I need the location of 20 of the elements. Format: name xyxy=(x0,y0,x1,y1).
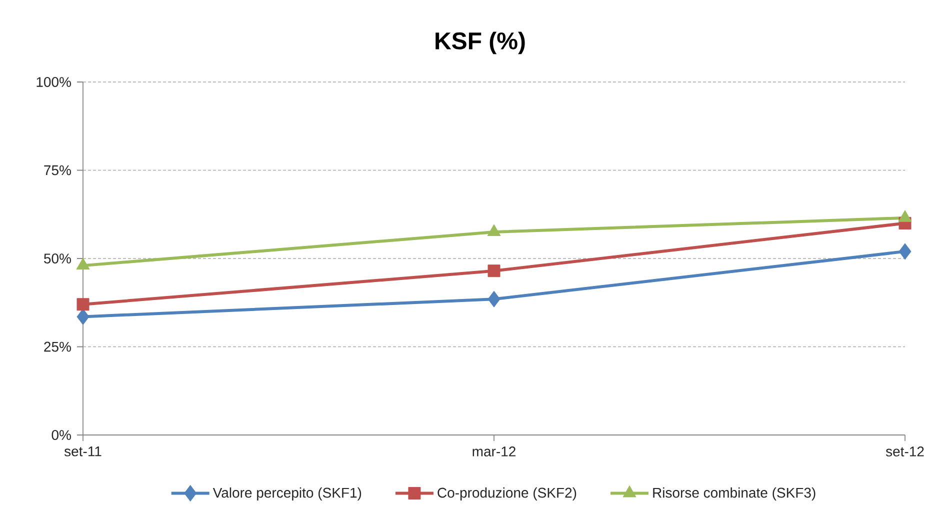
legend-label: Valore percepito (SKF1) xyxy=(212,487,362,500)
y-tick-label: 50% xyxy=(44,254,71,264)
y-tick-label: 0% xyxy=(52,430,71,440)
point xyxy=(76,308,90,325)
y-tick-label: 25% xyxy=(44,342,71,352)
point xyxy=(76,258,90,270)
legend-label: Risorse combinate (SKF3) xyxy=(653,487,816,500)
point xyxy=(488,290,500,308)
x-tick-label: set-12 xyxy=(886,446,924,456)
legend-label: Co-produzione (SKF2) xyxy=(438,487,576,500)
chart-title: KSF (%) xyxy=(436,32,525,54)
y-tick-label: 75% xyxy=(44,165,71,176)
point xyxy=(898,210,912,222)
x-tick-label: set-11 xyxy=(64,446,102,456)
point xyxy=(488,264,500,278)
y-tick-label: 100% xyxy=(36,77,71,87)
point xyxy=(76,298,90,311)
point xyxy=(487,224,501,236)
point xyxy=(898,243,912,260)
x-tick-label: mar-12 xyxy=(472,446,516,456)
